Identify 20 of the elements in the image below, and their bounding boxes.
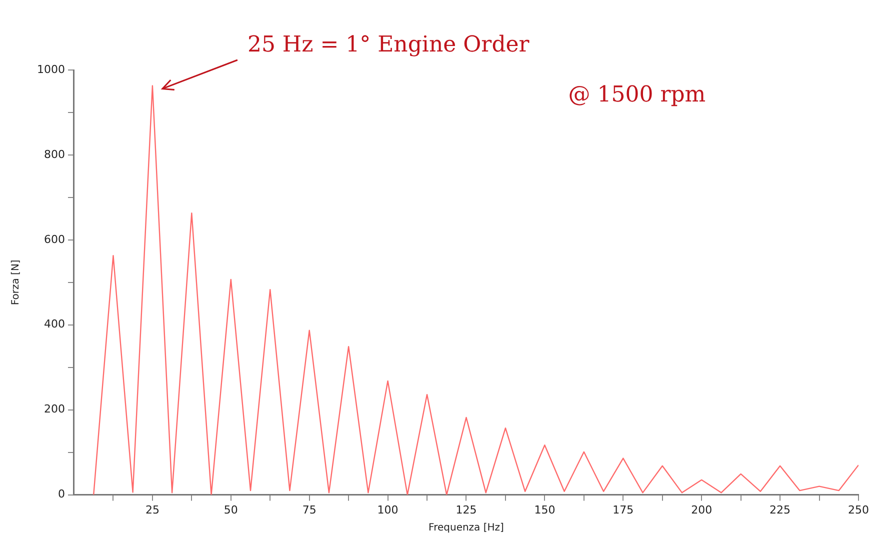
text: 25 Hz = 1° Engine Order	[247, 32, 530, 58]
x-axis-title: Frequenza [Hz]	[428, 522, 504, 534]
y-tick-label: 800	[44, 148, 65, 161]
x-tick-label: 150	[534, 503, 556, 516]
x-tick-label: 175	[612, 503, 634, 516]
y-tick-label: 200	[44, 402, 65, 416]
y-tick-label: 600	[44, 232, 65, 246]
y-tick-label: 1000	[36, 62, 65, 76]
x-tick-label: 250	[848, 503, 869, 516]
annotation: @ 1500 rpm	[568, 82, 706, 108]
y-tick-label: 0	[58, 488, 65, 501]
y-axis-title: Forza [N]	[10, 260, 22, 306]
x-tick-label: 100	[377, 503, 398, 516]
x-tick-label: 50	[224, 503, 238, 516]
x-tick-label: 25	[145, 503, 160, 516]
x-tick-label: 225	[770, 503, 791, 516]
x-tick-label: 200	[691, 503, 712, 516]
x-tick-label: 125	[456, 503, 477, 516]
x-tick-label: 75	[302, 503, 316, 516]
y-tick-label: 400	[44, 318, 65, 331]
